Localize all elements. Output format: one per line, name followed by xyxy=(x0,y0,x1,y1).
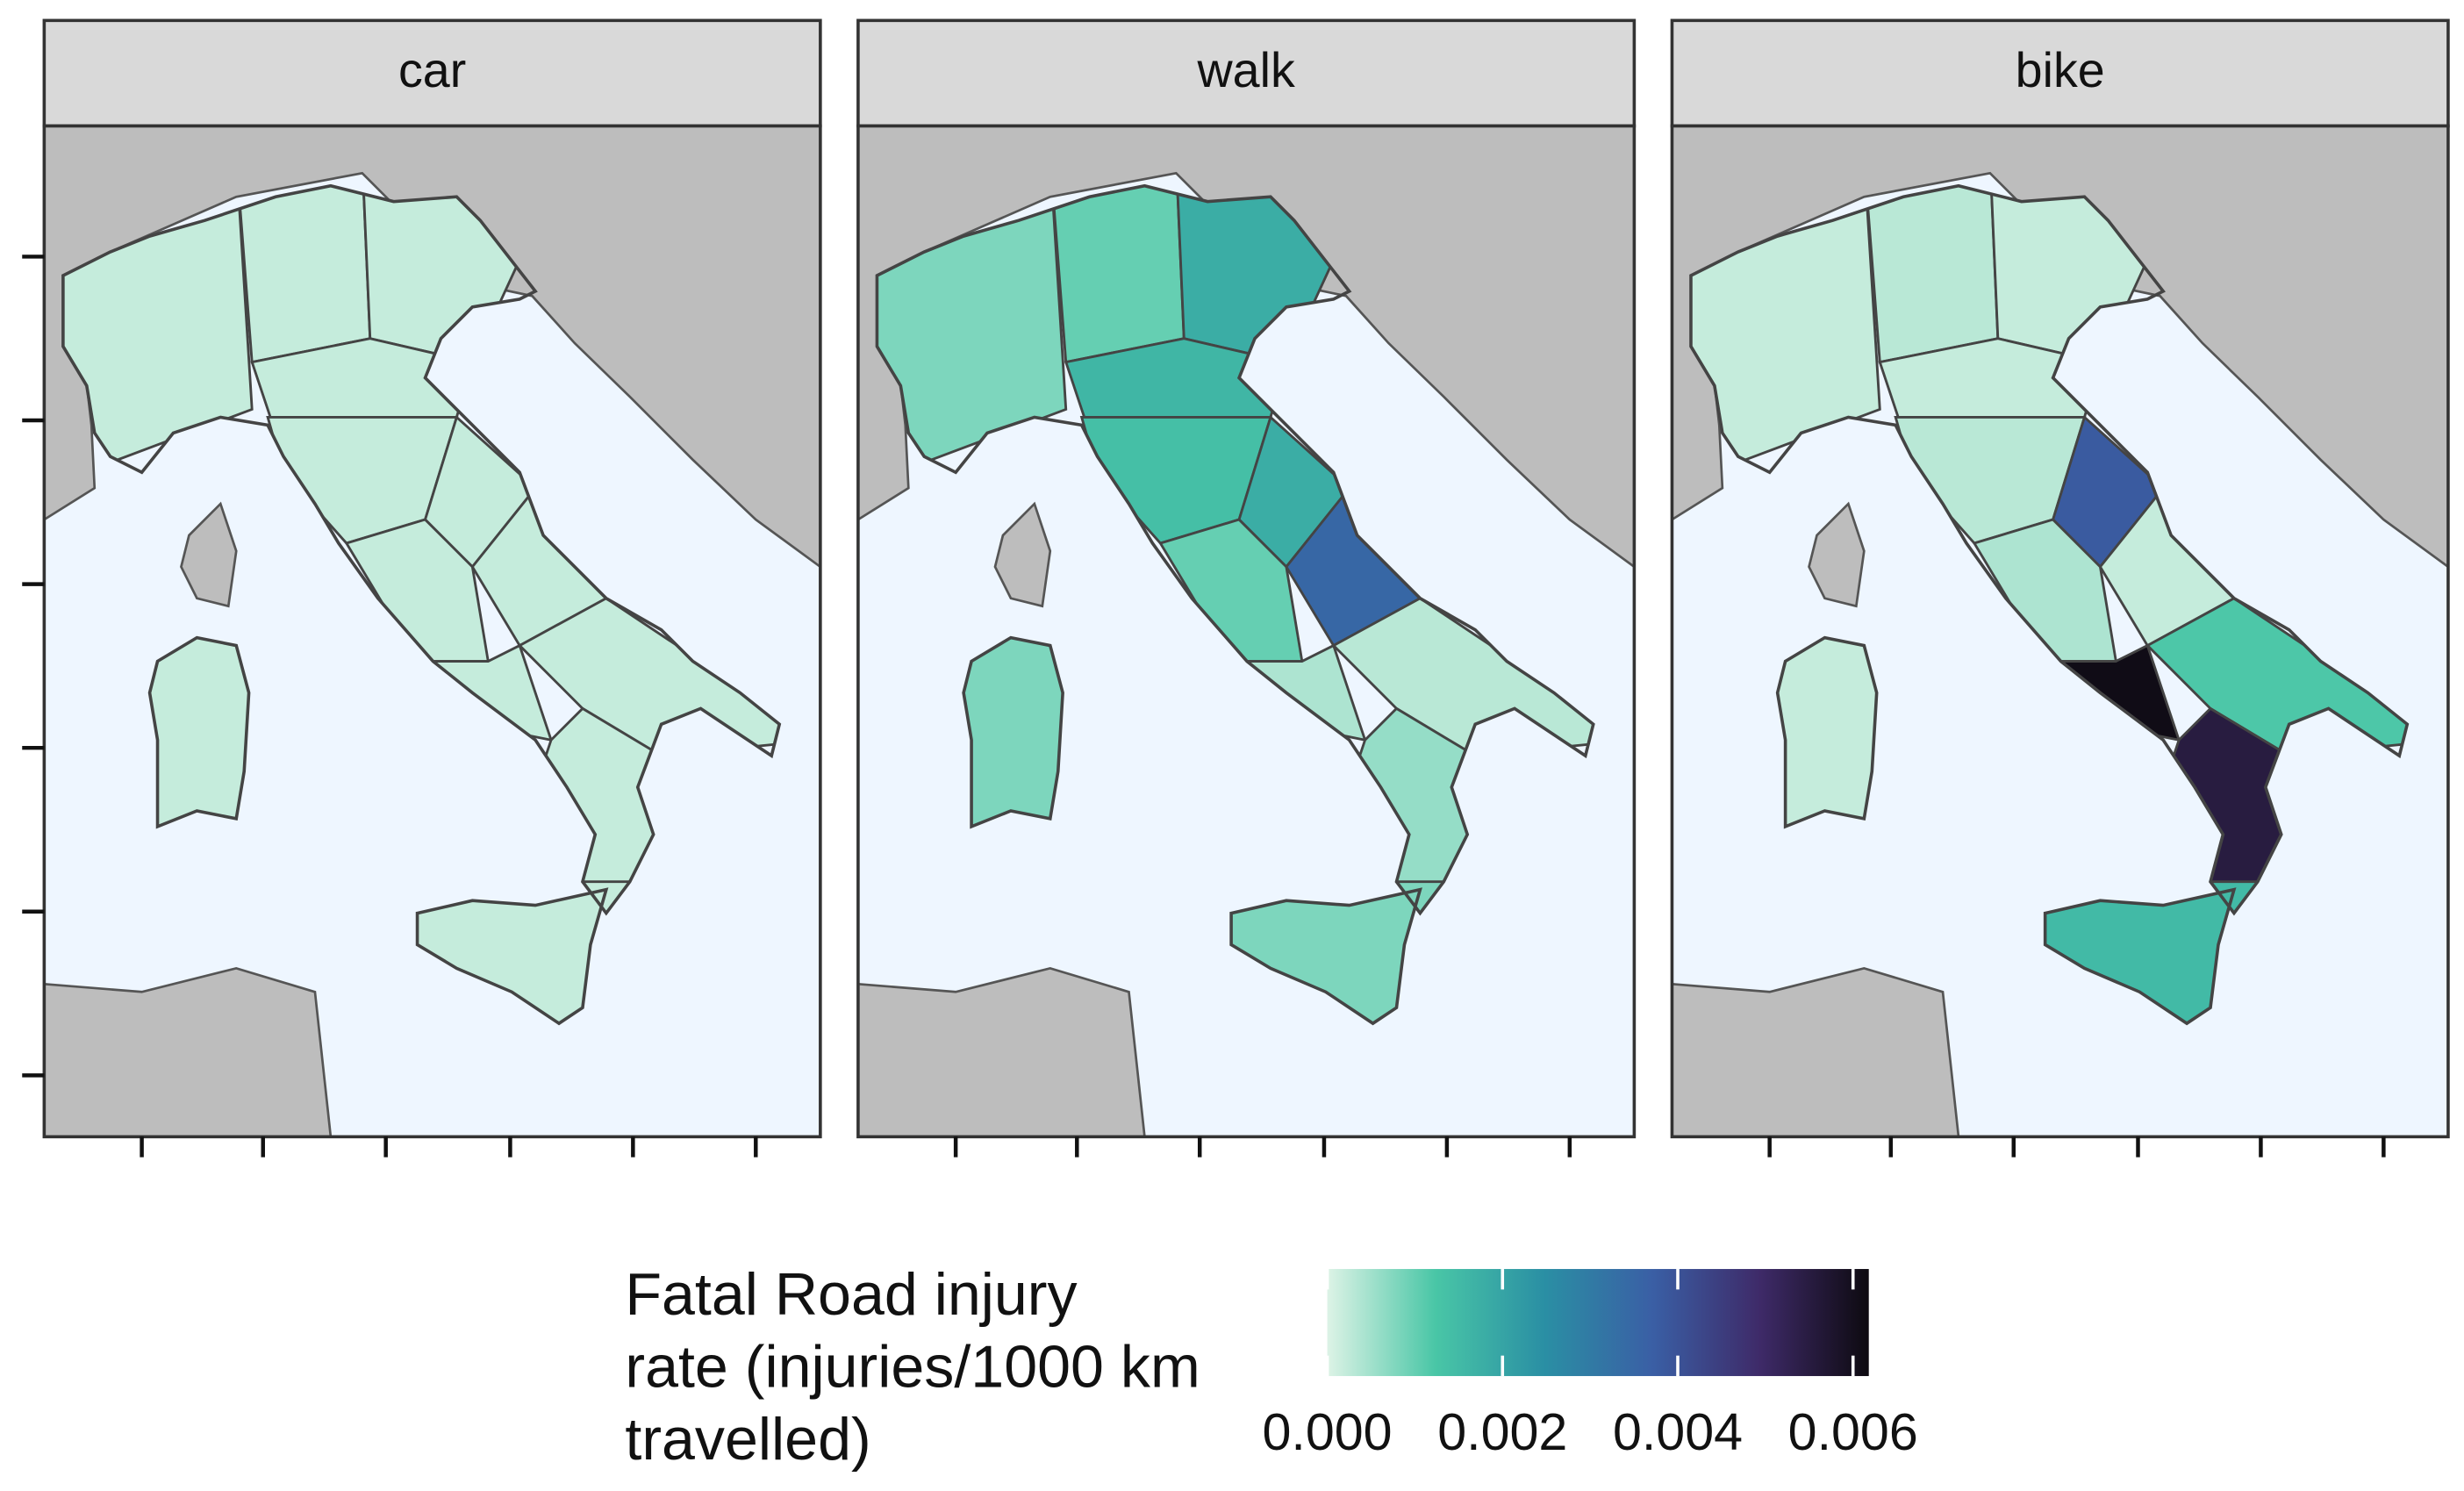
colorbar xyxy=(1327,1269,1869,1377)
colorbar-tick-label: 0.000 xyxy=(1262,1402,1392,1461)
facet-strip xyxy=(1670,18,2450,128)
italy xyxy=(877,185,1594,1024)
facet-panel: walk xyxy=(856,18,1637,1158)
panel-frame xyxy=(42,124,822,1139)
map xyxy=(857,125,1635,1137)
facet-label: walk xyxy=(1197,43,1295,97)
italy-outline xyxy=(1689,183,2410,1026)
panels: car walk bike xyxy=(22,18,2450,1158)
legend-title: travelled) xyxy=(625,1406,870,1473)
neighbour-land xyxy=(180,501,238,608)
italy-outline xyxy=(875,183,1595,1026)
map xyxy=(1672,125,2448,1137)
neighbour-land xyxy=(857,966,1146,1137)
neighbour-land xyxy=(1672,966,1960,1137)
facet-panel: bike xyxy=(1670,18,2450,1158)
region xyxy=(1690,185,1881,506)
colorbar-tick-label: 0.002 xyxy=(1437,1402,1567,1461)
region xyxy=(877,185,1068,506)
colorbar-tick-label: 0.004 xyxy=(1613,1402,1743,1461)
italy-outline xyxy=(61,183,782,1026)
facet-strip xyxy=(42,18,822,128)
neighbour-land xyxy=(993,501,1052,608)
facet-panel: car xyxy=(22,18,822,1158)
facet-strip xyxy=(856,18,1637,128)
italy xyxy=(62,185,780,1024)
colorbar-tick-label: 0.006 xyxy=(1788,1402,1918,1461)
legend-title: Fatal Road injury xyxy=(625,1261,1077,1328)
neighbour-land xyxy=(44,966,333,1137)
facet-label: bike xyxy=(2016,43,2105,97)
facet-label: car xyxy=(398,43,466,97)
legend-title: rate (injuries/1000 km xyxy=(625,1334,1200,1401)
map xyxy=(44,125,820,1137)
region xyxy=(62,185,254,506)
neighbour-land xyxy=(1808,501,1866,608)
panel-frame xyxy=(856,124,1637,1139)
panel-frame xyxy=(1670,124,2450,1139)
